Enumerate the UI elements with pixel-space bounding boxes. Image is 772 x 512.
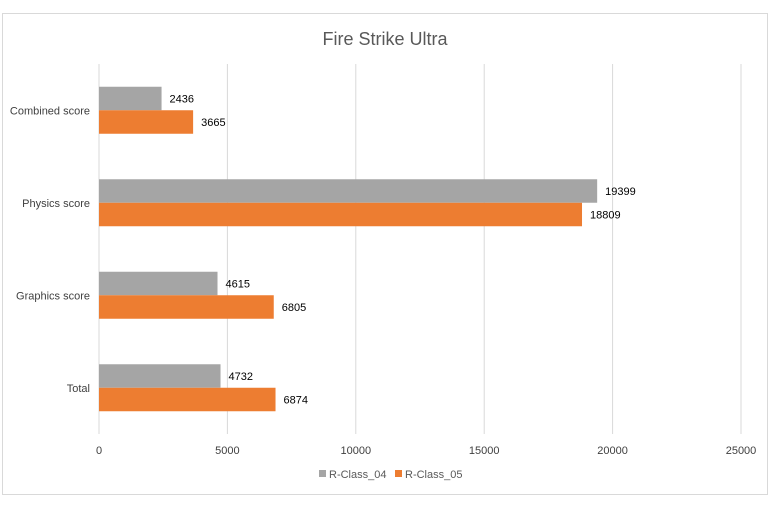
x-tick-label: 20000 xyxy=(597,445,628,457)
data-label: 19399 xyxy=(605,186,636,198)
legend: R-Class_04 R-Class_05 xyxy=(319,469,462,481)
category-label: Graphics score xyxy=(16,290,90,302)
bar xyxy=(99,179,598,203)
data-label: 4732 xyxy=(229,371,253,383)
x-tick-label: 0 xyxy=(96,445,102,457)
legend-swatch xyxy=(395,470,402,477)
legend-swatch xyxy=(319,470,326,477)
bar xyxy=(99,295,274,319)
x-tick-label: 15000 xyxy=(469,445,500,457)
data-label: 18809 xyxy=(590,210,621,222)
x-tick-label: 5000 xyxy=(215,445,239,457)
x-tick-label: 10000 xyxy=(341,445,372,457)
legend-label: R-Class_04 xyxy=(329,469,386,481)
data-label: 2436 xyxy=(170,94,194,106)
data-label: 6874 xyxy=(284,395,308,407)
bar xyxy=(99,271,218,296)
legend-label: R-Class_05 xyxy=(405,469,462,481)
data-label: 6805 xyxy=(282,302,306,314)
labels: 0 5000 10000 15000 20000 25000 Total 4732 6874 Gr… xyxy=(10,94,756,458)
chart-title: Fire Strike Ultra xyxy=(322,29,448,49)
bar xyxy=(99,387,276,412)
data-label: 3665 xyxy=(201,117,225,129)
category-label: Total xyxy=(67,383,90,395)
bars xyxy=(99,86,598,412)
bar xyxy=(99,86,162,111)
bar xyxy=(99,202,583,227)
data-label: 4615 xyxy=(226,279,250,291)
x-tick-label: 25000 xyxy=(726,445,757,457)
category-label: Physics score xyxy=(22,198,90,210)
bar xyxy=(99,110,194,134)
category-label: Combined score xyxy=(10,105,90,117)
bar xyxy=(99,364,221,388)
